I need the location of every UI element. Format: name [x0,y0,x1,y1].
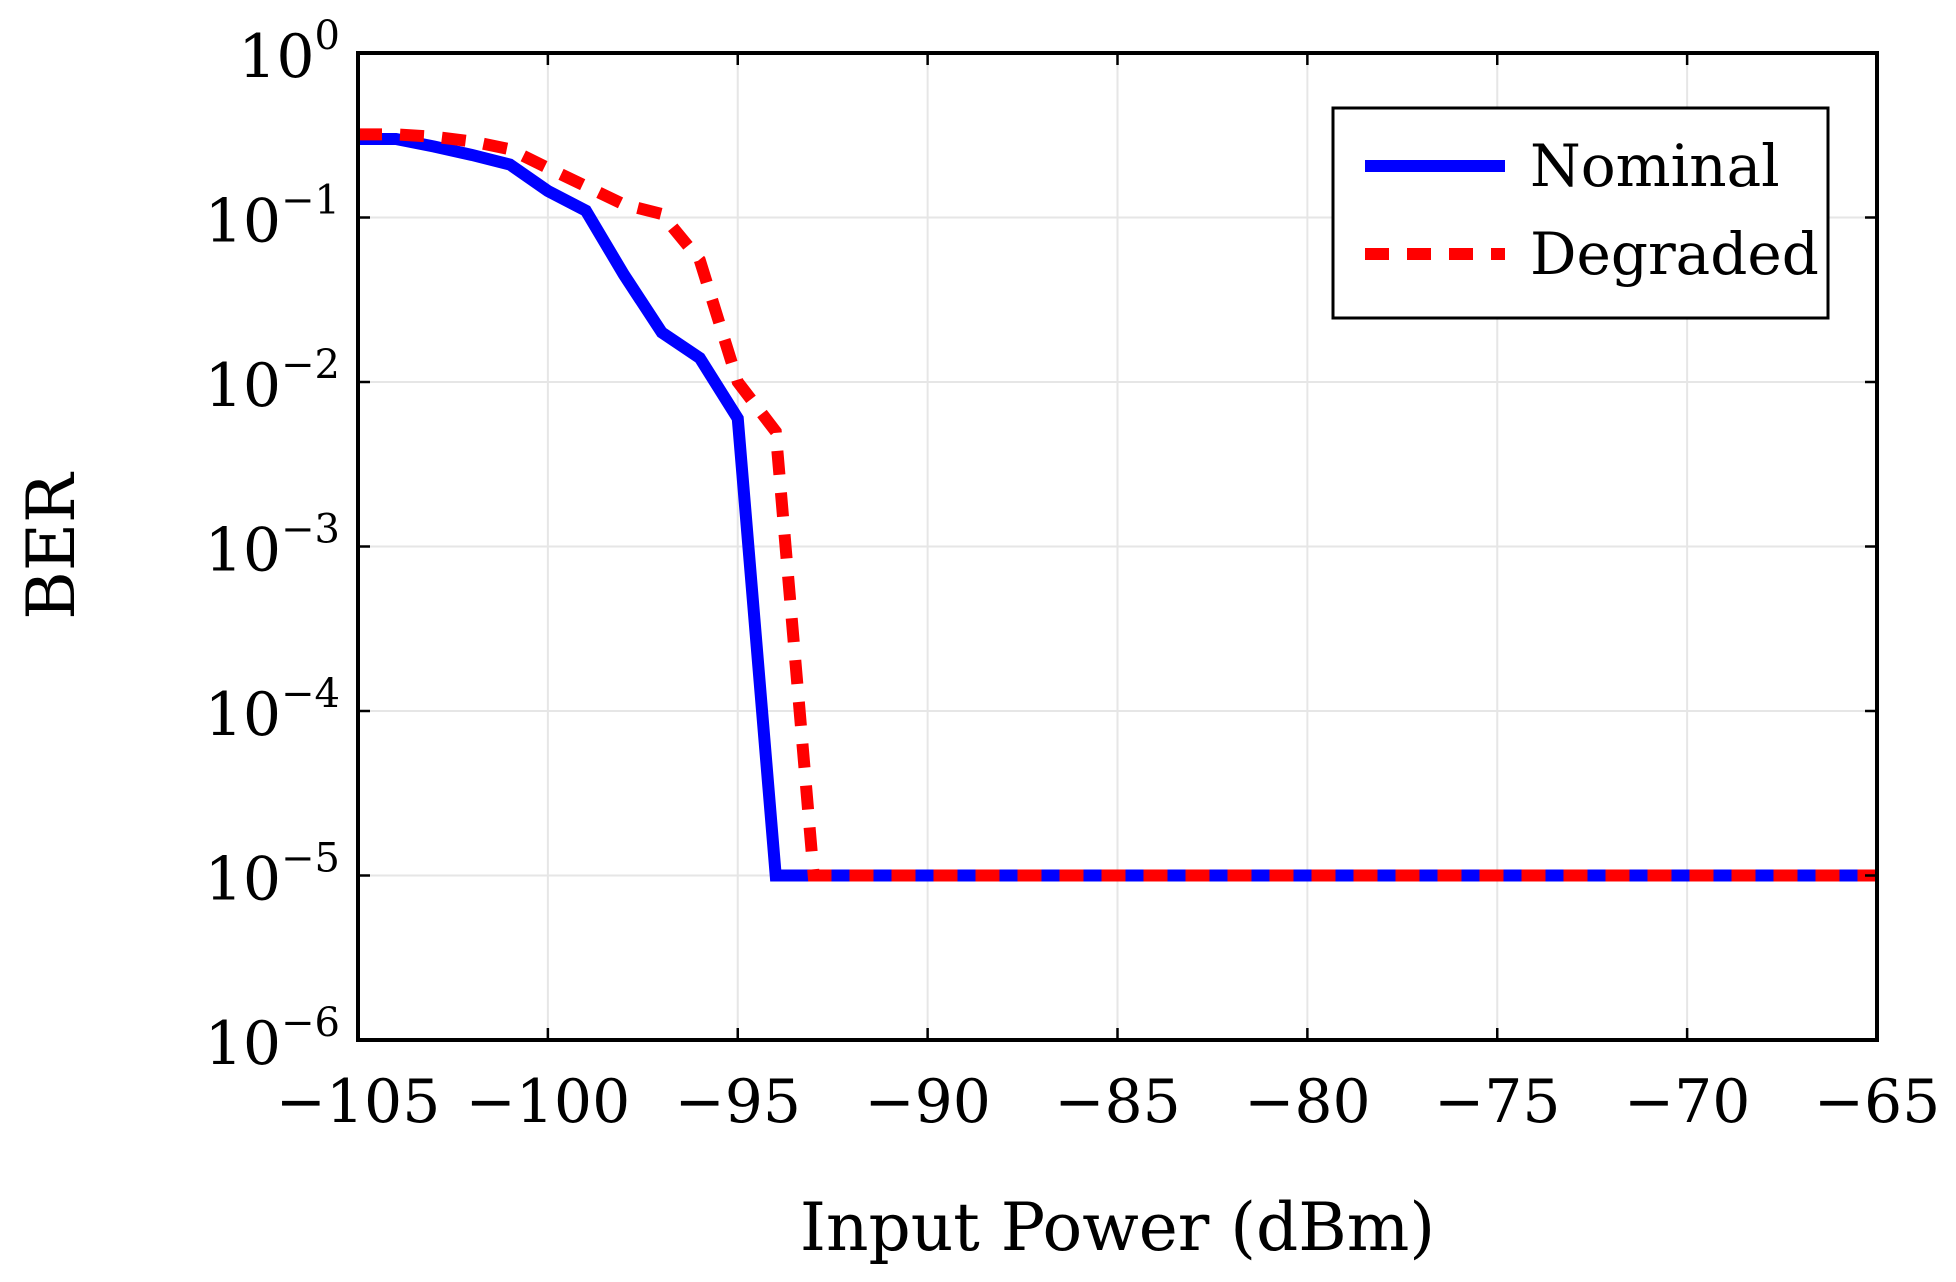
data-series [358,128,1877,882]
y-axis-label: BER [13,471,90,620]
axis-ticks [356,51,1879,1042]
series-line-degraded [358,128,1877,882]
y-tick-label: 10−6 [205,1000,340,1079]
x-tick-label: −85 [1054,1067,1181,1137]
y-tick-label: 10−2 [205,342,340,421]
y-tick-label: 10−5 [205,836,340,915]
x-tick-labels: −105 −100 −95 −90 −85 −80 −75 −70 −65 [276,1067,1941,1137]
y-tick-label: 10−3 [205,507,340,586]
legend-label-nominal: Nominal [1530,132,1780,200]
series-line-nominal [358,133,1877,882]
x-tick-label: −70 [1624,1067,1751,1137]
x-tick-label: −105 [276,1067,441,1137]
y-tick-label: 100 [238,13,340,92]
legend: Nominal Degraded [1331,106,1830,320]
y-tick-labels: 100 10−1 10−2 10−3 10−4 10−5 10−6 [205,13,340,1079]
x-tick-label: −95 [674,1067,801,1137]
y-tick-label: 10−1 [205,178,340,257]
x-tick-label: −75 [1434,1067,1561,1137]
x-tick-label: −90 [864,1067,991,1137]
x-axis-label: Input Power (dBm) [800,1189,1435,1266]
legend-label-degraded: Degraded [1530,220,1819,288]
x-tick-label: −65 [1814,1067,1941,1137]
legend-box [1331,106,1830,320]
x-tick-label: −80 [1244,1067,1371,1137]
x-tick-label: −100 [465,1067,630,1137]
y-tick-label: 10−4 [205,671,340,750]
grid-lines [358,53,1877,1040]
